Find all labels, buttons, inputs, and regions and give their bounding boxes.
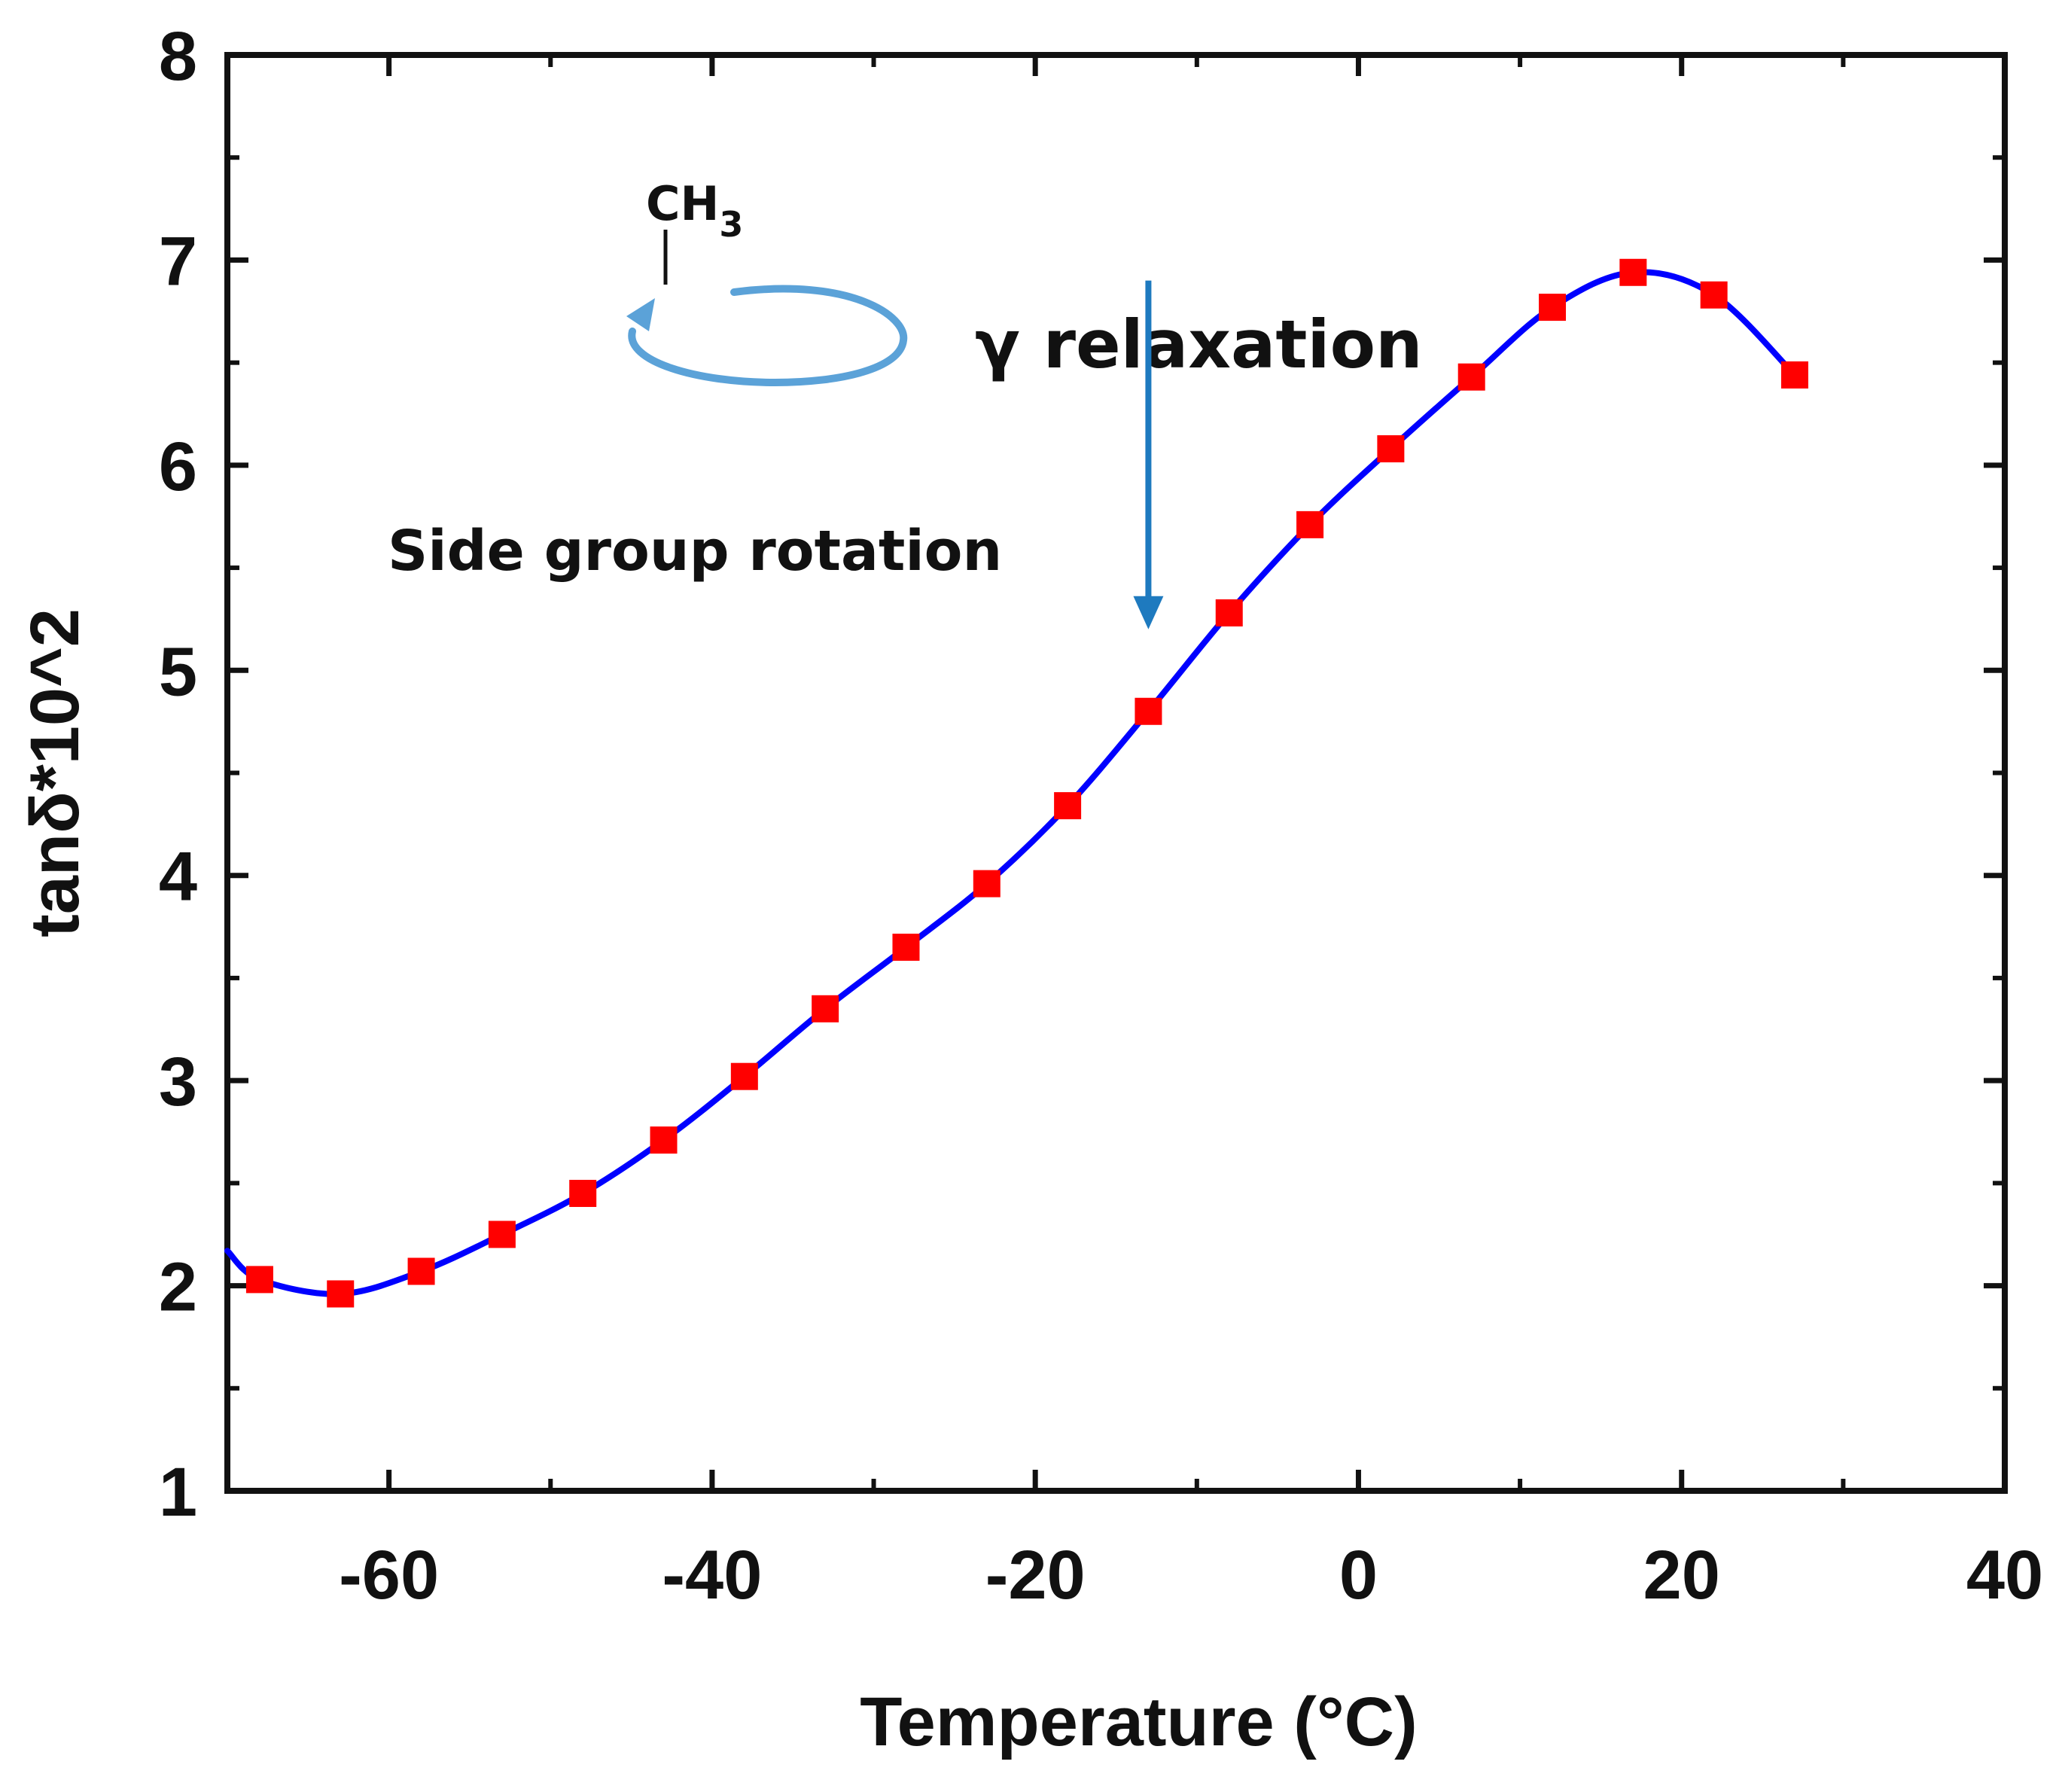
x-tick-label: -20 xyxy=(985,1537,1086,1614)
side-group-rotation-label: Side group rotation xyxy=(388,519,1002,584)
data-point xyxy=(1296,510,1324,538)
data-point xyxy=(1700,281,1728,309)
y-tick-label: 1 xyxy=(159,1454,197,1531)
y-axis-title: tanδ*10^2 xyxy=(17,608,93,937)
y-tick-label: 2 xyxy=(159,1249,197,1326)
x-tick-label: 40 xyxy=(1966,1537,2043,1614)
data-point xyxy=(1780,361,1808,389)
annotation-layer: CH3 γ relaxation Side group rotation xyxy=(388,176,1423,629)
x-axis-title: Temperature (°C) xyxy=(860,1684,1418,1760)
data-point xyxy=(1539,294,1567,322)
data-point xyxy=(1457,363,1485,391)
data-point xyxy=(1377,435,1405,463)
data-point xyxy=(650,1126,678,1154)
data-point xyxy=(245,1266,273,1294)
data-point xyxy=(892,934,920,962)
methyl-formula: CH xyxy=(646,176,719,231)
y-tick-label: 7 xyxy=(159,223,197,300)
data-point xyxy=(327,1280,355,1308)
methyl-subscript: 3 xyxy=(719,204,743,245)
data-point xyxy=(1215,599,1243,627)
data-point xyxy=(973,870,1001,898)
data-point xyxy=(488,1221,516,1248)
data-point xyxy=(1054,792,1082,820)
rotation-arrowhead-icon xyxy=(626,298,655,331)
y-tick-label: 8 xyxy=(159,18,197,95)
x-tick-label: 20 xyxy=(1643,1537,1720,1614)
plot-frame xyxy=(224,52,2008,1494)
y-tick-label: 4 xyxy=(159,839,197,916)
x-tick-label: -40 xyxy=(662,1537,762,1614)
data-point xyxy=(730,1062,758,1090)
series-line xyxy=(224,269,1798,1297)
data-point xyxy=(812,995,839,1022)
methyl-group-label: CH3 xyxy=(646,176,743,245)
y-tick-label: 6 xyxy=(159,428,197,505)
x-tick-label: 0 xyxy=(1339,1537,1378,1614)
y-tick-label: 3 xyxy=(159,1044,197,1120)
data-point xyxy=(569,1179,597,1207)
relaxation-arrowhead-icon xyxy=(1133,596,1164,629)
data-point xyxy=(1135,697,1162,725)
rotation-arrow xyxy=(628,285,908,387)
data-point xyxy=(1619,258,1647,286)
gamma-relaxation-label: γ relaxation xyxy=(975,306,1423,383)
x-tick-label: -60 xyxy=(339,1537,439,1614)
data-point xyxy=(407,1257,435,1285)
y-tick-label: 5 xyxy=(159,633,197,710)
